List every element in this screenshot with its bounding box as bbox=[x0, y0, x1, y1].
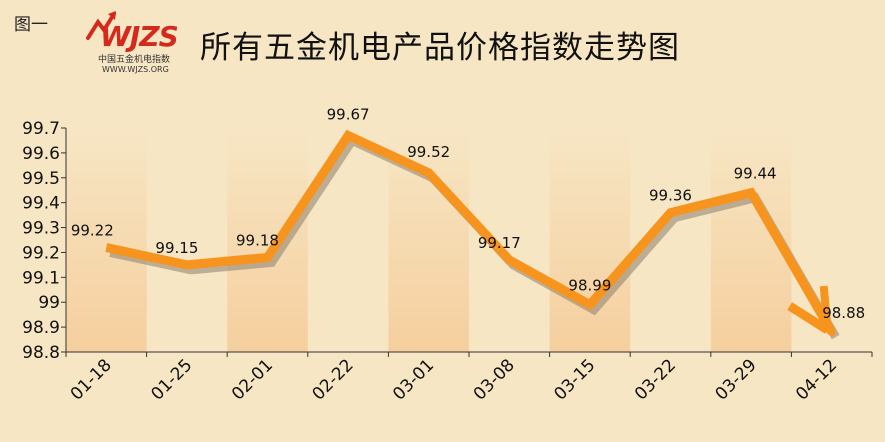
y-tick-label: 99.1 bbox=[22, 268, 60, 288]
data-label: 99.36 bbox=[649, 187, 692, 205]
data-label: 99.52 bbox=[407, 143, 450, 161]
y-axis-ticks: 99.7 99.6 99.5 99.4 99.3 99.2 99.1 99 98.9 98.8 bbox=[22, 119, 66, 363]
series-line-path bbox=[105, 129, 836, 335]
x-tick-label: 01-18 bbox=[67, 355, 116, 404]
logo-url: WWW.WJZS.ORG bbox=[102, 65, 169, 74]
data-label: 98.88 bbox=[822, 304, 865, 322]
y-tick-label: 99.3 bbox=[22, 219, 60, 239]
plot-band bbox=[66, 128, 147, 352]
logo-arrow-icon bbox=[86, 11, 116, 40]
logo-mark: WJZS bbox=[100, 20, 179, 53]
data-label: 99.44 bbox=[734, 165, 777, 183]
plot-band bbox=[227, 128, 308, 352]
figure-label: 图一 bbox=[14, 15, 48, 35]
x-tick-label: 03-22 bbox=[631, 355, 680, 404]
y-tick-label: 99 bbox=[38, 293, 60, 313]
data-label: 99.22 bbox=[71, 221, 114, 239]
x-tick-label: 03-15 bbox=[550, 355, 599, 404]
arrow-tail bbox=[787, 302, 831, 334]
x-tick-label: 03-08 bbox=[470, 355, 519, 404]
plot-bands bbox=[66, 128, 792, 352]
y-tick-label: 99.5 bbox=[22, 169, 60, 189]
y-tick-label: 99.7 bbox=[22, 119, 60, 139]
series-line bbox=[105, 129, 840, 340]
x-tick-label: 02-22 bbox=[309, 355, 358, 404]
axes bbox=[65, 128, 873, 357]
data-label: 99.67 bbox=[327, 105, 370, 123]
data-labels: 99.22 99.15 99.18 99.67 99.52 99.17 98.99 99.36… bbox=[71, 105, 865, 322]
x-tick-label: 03-29 bbox=[712, 355, 761, 404]
y-tick-label: 99.2 bbox=[22, 243, 60, 263]
x-tick-label: 01-25 bbox=[147, 355, 196, 404]
series-end-point bbox=[827, 328, 836, 337]
plot-band bbox=[549, 128, 631, 352]
x-tick-label: 04-12 bbox=[792, 355, 841, 404]
y-tick-label: 99.4 bbox=[22, 194, 60, 214]
x-tick-label: 02-01 bbox=[228, 355, 277, 404]
y-tick-label: 99.6 bbox=[22, 144, 60, 164]
y-tick-label: 98.8 bbox=[22, 343, 60, 363]
x-axis-ticks: 01-18 01-25 02-01 02-22 03-01 03-08 03-15 03-22… bbox=[67, 355, 841, 404]
chart-title: 所有五金机电产品价格指数走势图 bbox=[200, 30, 680, 66]
logo-subtitle: 中国五金机电指数 bbox=[98, 55, 171, 65]
data-label: 99.15 bbox=[155, 239, 198, 257]
y-tick-label: 98.9 bbox=[22, 318, 60, 338]
data-label: 98.99 bbox=[568, 277, 611, 295]
data-label: 99.18 bbox=[236, 231, 279, 249]
logo: WJZS 中国五金机电指数 WWW.WJZS.ORG bbox=[84, 8, 194, 80]
arrow-head-icon bbox=[819, 285, 832, 333]
data-label: 99.17 bbox=[478, 234, 521, 252]
x-tick-label: 03-01 bbox=[389, 355, 438, 404]
